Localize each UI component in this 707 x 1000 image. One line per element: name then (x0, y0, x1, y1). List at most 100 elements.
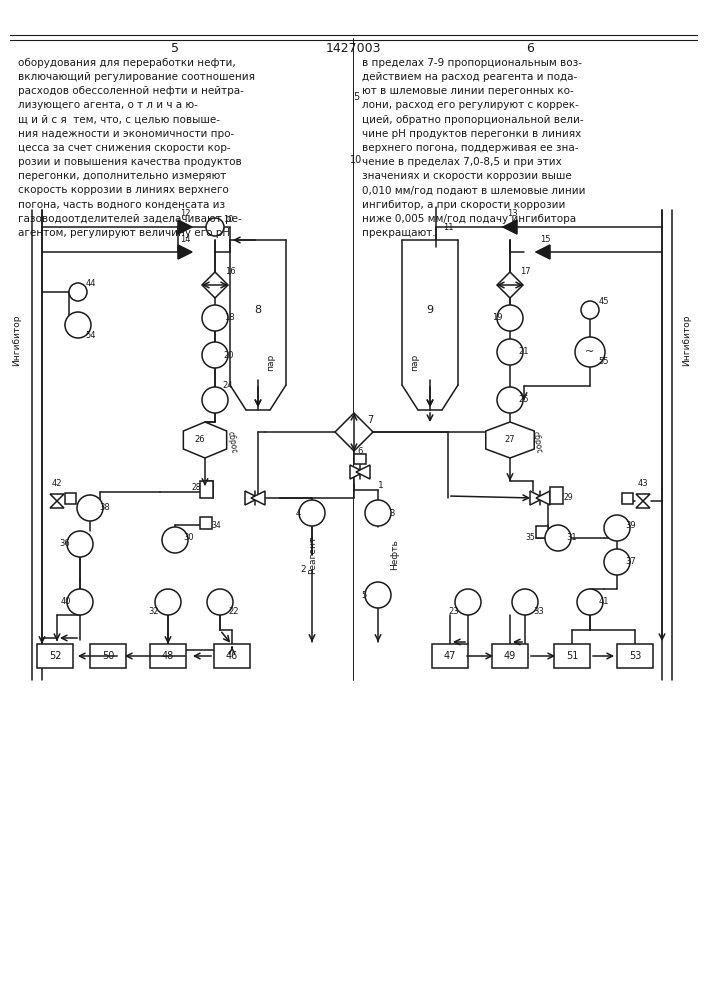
Text: пар: пар (267, 353, 276, 371)
Bar (622, 493, 633, 504)
Circle shape (155, 589, 181, 615)
Text: 48: 48 (162, 651, 174, 661)
Text: 42: 42 (52, 479, 62, 488)
Polygon shape (636, 501, 650, 508)
Text: 36: 36 (59, 540, 71, 548)
Polygon shape (350, 465, 364, 479)
Text: Реагент: Реагент (308, 536, 317, 574)
Circle shape (207, 589, 233, 615)
Text: 40: 40 (61, 597, 71, 606)
Text: ~: ~ (585, 347, 595, 357)
Polygon shape (178, 245, 192, 259)
Bar (354, 454, 366, 464)
Text: 11: 11 (443, 223, 453, 232)
Text: 49: 49 (504, 651, 516, 661)
Text: 33: 33 (534, 606, 544, 615)
Text: 17: 17 (520, 267, 530, 276)
Text: пар: пар (411, 353, 419, 371)
Circle shape (545, 525, 571, 551)
Bar (432, 644, 468, 668)
Circle shape (604, 549, 630, 575)
Text: 30: 30 (184, 534, 194, 542)
Text: 10: 10 (223, 215, 233, 224)
Text: 28: 28 (192, 483, 201, 491)
Polygon shape (636, 494, 650, 501)
Text: 46: 46 (226, 651, 238, 661)
Text: 4: 4 (296, 508, 300, 518)
Polygon shape (335, 413, 373, 451)
Text: 25: 25 (519, 395, 530, 404)
Polygon shape (536, 491, 550, 505)
Text: в пределах 7-9 пропорциональным воз-
действием на расход реагента и пода-
ют в ш: в пределах 7-9 пропорциональным воз- дей… (362, 58, 585, 238)
Circle shape (365, 582, 391, 608)
Text: 19: 19 (492, 314, 502, 322)
Bar (65, 493, 76, 504)
Text: 43: 43 (638, 479, 648, 488)
Text: 47: 47 (444, 651, 456, 661)
Bar (37, 644, 73, 668)
Text: 5: 5 (353, 92, 359, 102)
Polygon shape (497, 272, 523, 298)
Text: 16: 16 (225, 267, 235, 276)
Polygon shape (50, 494, 64, 501)
Text: сброс: сброс (531, 430, 544, 454)
Circle shape (497, 387, 523, 413)
Text: 37: 37 (626, 558, 636, 566)
Text: 54: 54 (86, 330, 96, 340)
Polygon shape (251, 491, 265, 505)
Circle shape (575, 337, 605, 367)
Text: 34: 34 (211, 522, 221, 530)
Bar (90, 644, 126, 668)
Text: 18: 18 (223, 314, 234, 322)
Polygon shape (183, 422, 227, 458)
Text: оборудования для переработки нефти,
включающий регулирование соотношения
расходо: оборудования для переработки нефти, вклю… (18, 58, 255, 238)
Text: 55: 55 (599, 358, 609, 366)
Bar (617, 644, 653, 668)
Text: 32: 32 (148, 606, 159, 615)
Text: 26: 26 (194, 436, 205, 444)
Text: 1427003: 1427003 (325, 41, 381, 54)
Text: 29: 29 (563, 492, 573, 502)
Circle shape (581, 301, 599, 319)
Circle shape (455, 589, 481, 615)
Polygon shape (245, 491, 259, 505)
Text: 45: 45 (599, 298, 609, 306)
Text: 8: 8 (255, 305, 262, 315)
Polygon shape (178, 220, 192, 234)
Text: 50: 50 (102, 651, 115, 661)
Polygon shape (530, 491, 544, 505)
Text: 23: 23 (449, 606, 460, 615)
Text: 51: 51 (566, 651, 578, 661)
Circle shape (67, 531, 93, 557)
Text: 3: 3 (390, 508, 395, 518)
Circle shape (69, 283, 87, 301)
Polygon shape (356, 465, 370, 479)
Text: 41: 41 (599, 597, 609, 606)
Text: 9: 9 (426, 305, 433, 315)
Text: 52: 52 (49, 651, 62, 661)
Text: 5: 5 (171, 41, 179, 54)
Text: сброс: сброс (226, 430, 238, 454)
Circle shape (67, 589, 93, 615)
Polygon shape (503, 220, 517, 234)
Text: 27: 27 (505, 436, 515, 444)
Text: 53: 53 (629, 651, 641, 661)
Polygon shape (50, 501, 64, 508)
Bar (200, 517, 212, 529)
Circle shape (497, 339, 523, 365)
Circle shape (299, 500, 325, 526)
Circle shape (497, 305, 523, 331)
Text: 10: 10 (350, 155, 362, 165)
Text: 44: 44 (86, 279, 96, 288)
Text: 7: 7 (367, 415, 373, 425)
Text: 35: 35 (525, 534, 535, 542)
Circle shape (162, 527, 188, 553)
Text: Ингибитор: Ингибитор (682, 314, 691, 366)
Circle shape (206, 218, 224, 236)
Text: 22: 22 (229, 606, 239, 615)
Circle shape (577, 589, 603, 615)
Text: 15: 15 (539, 234, 550, 243)
Text: 20: 20 (223, 351, 234, 360)
Text: 38: 38 (100, 504, 110, 512)
Bar (214, 644, 250, 668)
